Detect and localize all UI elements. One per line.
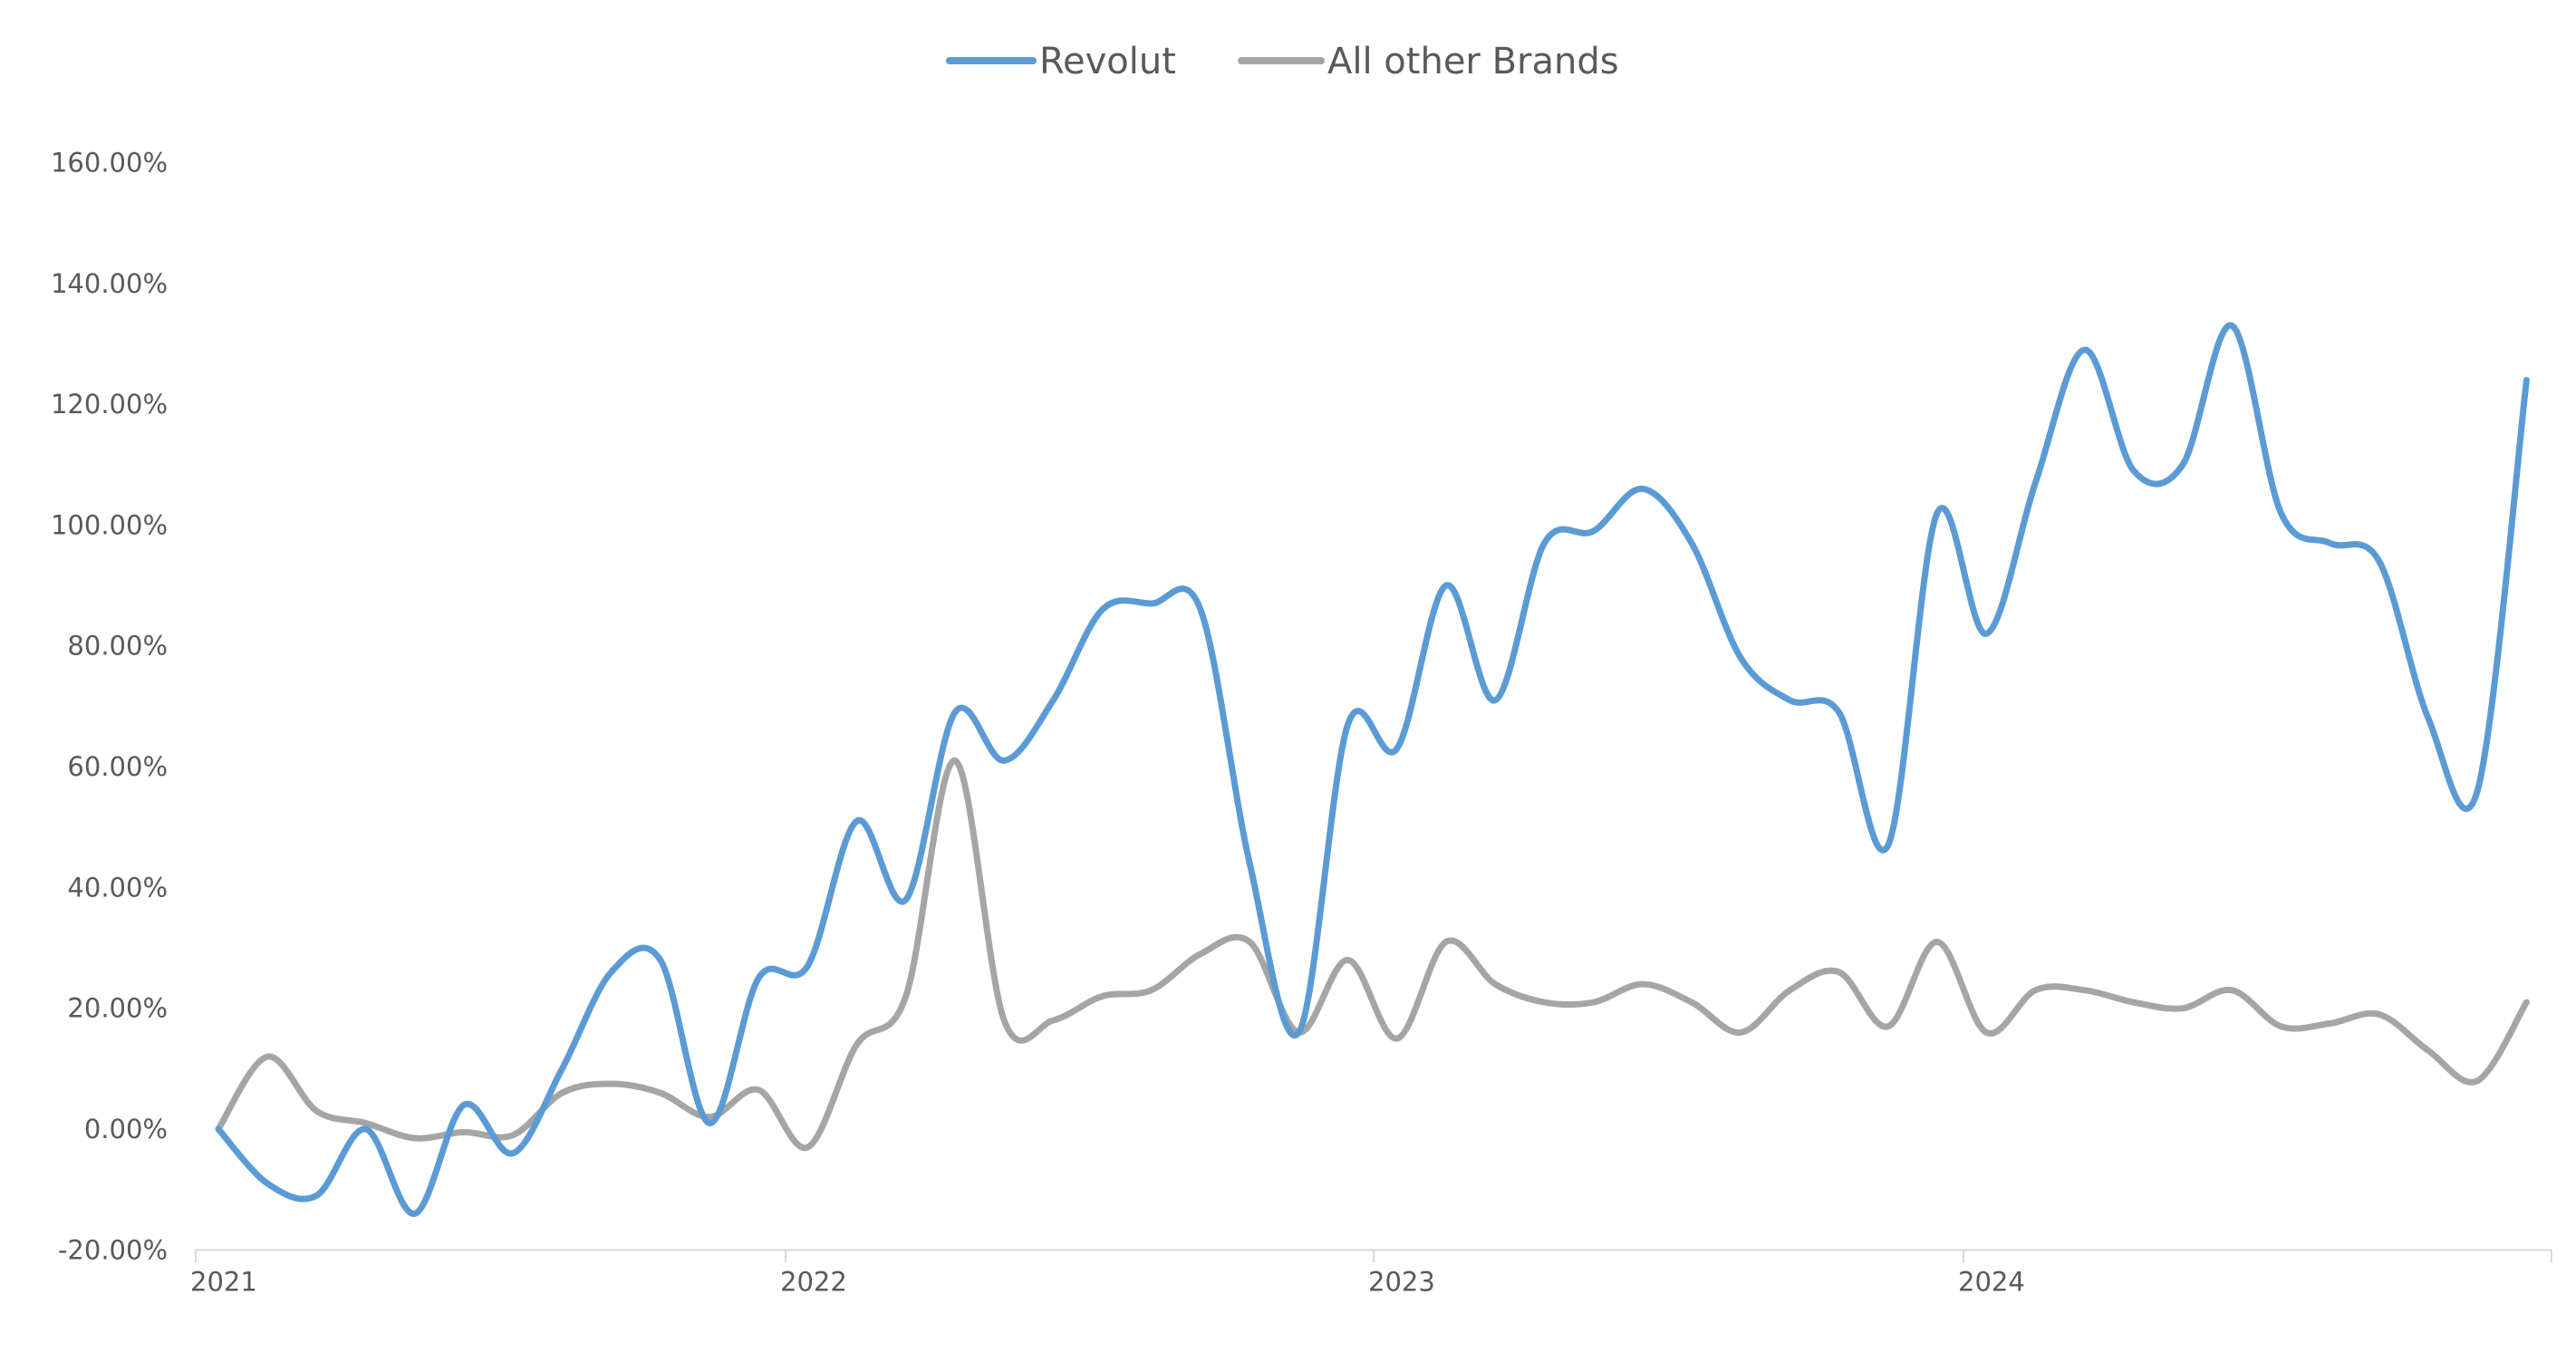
y-tick-label: 20.00%	[67, 993, 168, 1024]
x-tick-label: 2023	[1368, 1266, 1435, 1297]
legend-label-all-other-brands: All other Brands	[1327, 41, 1619, 82]
series-line-revolut	[215, 322, 2530, 1217]
y-tick-label: -20.00%	[58, 1234, 168, 1265]
x-tick-label: 2021	[190, 1266, 257, 1297]
legend-item-revolut: Revolut	[946, 41, 1176, 82]
y-tick-label: 120.00%	[51, 389, 168, 420]
x-tick-label: 2024	[1958, 1266, 2025, 1297]
y-axis: -20.00% 0.00% 20.00% 40.00% 60.00% 80.00% 100.…	[51, 147, 168, 1265]
legend: Revolut All other Brands	[946, 41, 1619, 82]
y-tick-label: 40.00%	[67, 872, 168, 903]
x-tick-label: 2022	[780, 1266, 847, 1297]
legend-item-all-other-brands: All other Brands	[1238, 41, 1619, 82]
series-lines	[215, 322, 2530, 1217]
x-axis: 2021 2022 2023 2024	[190, 1249, 2552, 1297]
y-tick-label: 140.00%	[51, 268, 168, 299]
series-line-all-other-brands	[215, 757, 2530, 1152]
legend-label-revolut: Revolut	[1039, 41, 1176, 82]
y-tick-label: 160.00%	[51, 147, 168, 178]
y-tick-label: 0.00%	[84, 1114, 168, 1145]
y-tick-label: 80.00%	[67, 631, 168, 662]
y-tick-label: 60.00%	[67, 751, 168, 782]
y-tick-label: 100.00%	[51, 509, 168, 540]
